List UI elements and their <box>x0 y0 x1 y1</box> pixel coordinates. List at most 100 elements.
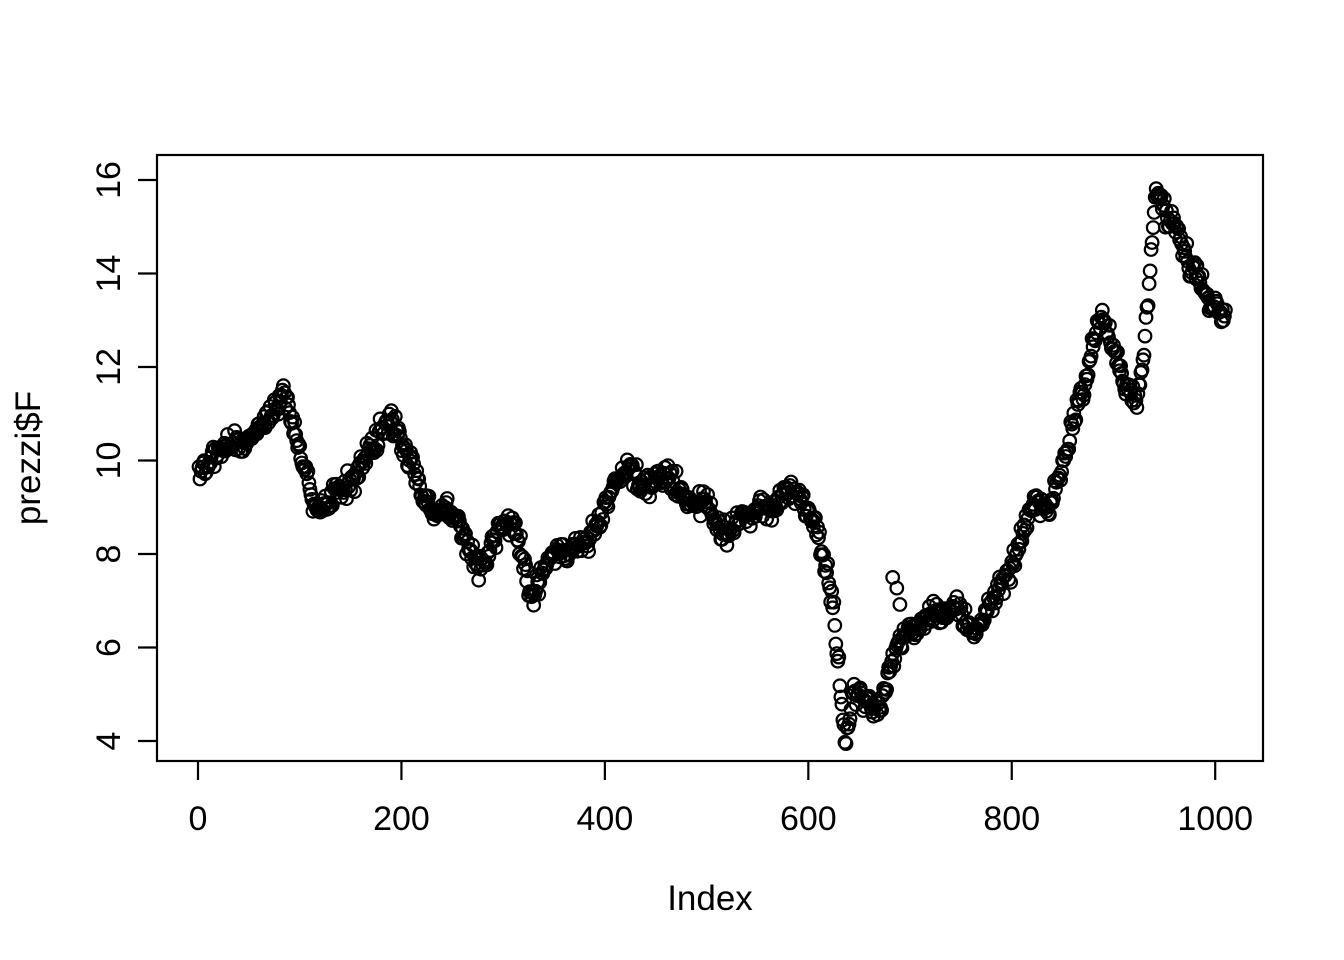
data-point <box>508 515 523 531</box>
data-point <box>280 389 295 405</box>
data-point <box>818 558 833 573</box>
data-point <box>1074 385 1090 401</box>
data-point <box>1129 400 1145 415</box>
x-axis-label: Index <box>667 879 753 918</box>
x-axis-ticks: 0 200 400 600 800 1000 <box>189 761 1253 838</box>
data-point <box>1171 221 1186 237</box>
plot-frame <box>155 153 1265 763</box>
data-point <box>816 547 831 562</box>
data-point <box>1194 267 1210 282</box>
data-point <box>1068 412 1084 428</box>
data-point <box>1144 235 1160 250</box>
data-point <box>488 540 504 555</box>
data-point <box>405 449 421 465</box>
data-point <box>518 557 533 573</box>
data-point <box>886 658 902 674</box>
data-point <box>1066 405 1082 421</box>
data-point <box>719 537 735 553</box>
data-point <box>668 463 684 479</box>
data-point <box>1083 348 1099 364</box>
data-point <box>1061 441 1077 457</box>
data-point <box>471 572 487 588</box>
data-point <box>1011 541 1027 557</box>
data-point <box>838 736 854 751</box>
y-tick-label: 14 <box>90 255 128 293</box>
x-tick-label: 400 <box>577 800 634 838</box>
y-tick-label: 10 <box>90 442 128 480</box>
data-point <box>458 526 473 542</box>
data-point <box>278 400 293 416</box>
data-point <box>812 524 827 540</box>
data-point <box>1128 392 1144 408</box>
data-point <box>1177 243 1193 259</box>
data-point <box>1216 308 1232 324</box>
y-tick-label: 12 <box>90 348 128 386</box>
data-point <box>809 527 824 543</box>
data-point <box>664 464 680 479</box>
data-point <box>358 456 374 471</box>
data-point <box>513 528 528 544</box>
data-point <box>700 487 715 503</box>
data-point <box>842 711 858 727</box>
data-point <box>824 583 840 599</box>
data-point <box>1076 387 1092 403</box>
y-tick-label: 6 <box>90 638 128 657</box>
data-point <box>1136 347 1152 363</box>
data-point <box>831 649 847 665</box>
data-point <box>1143 242 1159 257</box>
data-points <box>191 181 1233 751</box>
data-point <box>1101 318 1117 333</box>
data-point <box>1087 333 1103 349</box>
data-point <box>819 565 834 581</box>
data-point <box>826 594 842 610</box>
data-point <box>1001 572 1017 587</box>
data-point <box>629 457 644 473</box>
data-point <box>874 702 889 718</box>
data-point <box>406 456 422 472</box>
data-point <box>996 586 1011 602</box>
data-point <box>528 583 544 599</box>
data-point <box>1179 235 1195 251</box>
data-point <box>841 716 857 732</box>
data-point <box>662 465 678 481</box>
data-point <box>1217 302 1233 318</box>
y-tick-label: 4 <box>90 732 128 751</box>
y-axis-label: prezzi$F <box>9 391 48 525</box>
x-tick-label: 800 <box>983 800 1040 838</box>
data-point <box>808 510 823 526</box>
data-point <box>1141 276 1157 292</box>
data-point <box>1145 220 1161 236</box>
data-point <box>703 495 719 511</box>
y-axis-ticks: 4 6 8 10 12 14 16 <box>90 161 157 750</box>
data-point <box>827 618 843 633</box>
data-point <box>411 471 427 487</box>
data-point <box>1137 328 1153 344</box>
data-point <box>367 441 383 457</box>
data-point <box>828 636 844 652</box>
data-point <box>887 651 903 667</box>
data-point <box>1046 490 1061 506</box>
data-point <box>302 482 318 497</box>
data-point <box>409 463 425 479</box>
y-tick-label: 16 <box>90 161 128 199</box>
data-point <box>892 597 908 612</box>
data-point <box>976 612 992 628</box>
data-point <box>580 538 595 554</box>
data-point <box>1187 255 1203 271</box>
data-point <box>642 489 657 505</box>
data-point <box>1140 298 1156 314</box>
data-point <box>1130 386 1146 402</box>
x-tick-label: 200 <box>373 800 430 838</box>
data-point <box>392 424 407 440</box>
y-tick-label: 8 <box>90 545 128 564</box>
data-point <box>820 556 835 571</box>
data-point <box>487 533 503 548</box>
data-point <box>832 678 848 694</box>
data-point <box>879 682 894 697</box>
data-point <box>1134 362 1150 378</box>
data-point <box>324 498 340 513</box>
data-point <box>595 512 611 527</box>
data-point <box>1142 263 1158 279</box>
